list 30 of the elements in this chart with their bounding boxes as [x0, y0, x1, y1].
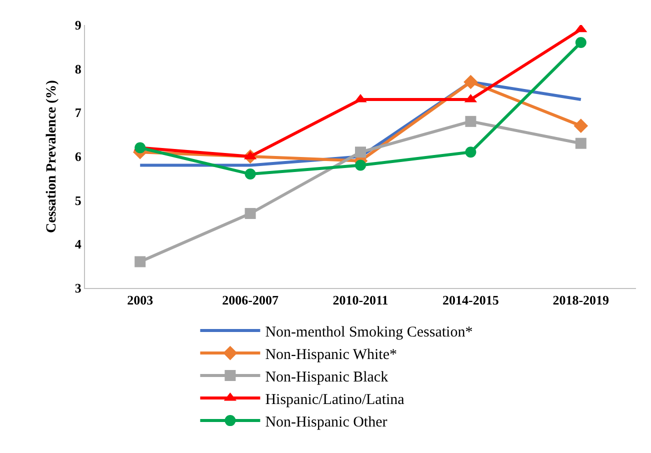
point — [244, 168, 256, 180]
y-tick-label: 6 — [74, 149, 82, 164]
y-tick-label: 7 — [74, 105, 82, 120]
x-tick-label: 2014-2015 — [442, 292, 500, 308]
legend-label: Non-Hispanic Other — [265, 414, 388, 430]
point — [465, 116, 476, 127]
y-tick-label: 4 — [74, 236, 82, 252]
x-tick-label: 2003 — [127, 292, 154, 308]
x-tick-label: 2018-2019 — [552, 292, 610, 308]
legend-label: Hispanic/Latino/Latina — [265, 392, 405, 408]
point — [575, 138, 586, 149]
y-tick-label: 3 — [74, 280, 82, 296]
x-tick-label: 2006-2007 — [222, 292, 279, 308]
point — [355, 160, 366, 171]
y-axis-title: Cessation Prevalence (%) — [44, 80, 60, 233]
point — [355, 146, 366, 158]
point — [465, 146, 476, 158]
point — [574, 118, 588, 133]
point — [244, 208, 256, 219]
point — [575, 37, 586, 48]
point — [464, 74, 478, 90]
legend-label: Non-Hispanic White* — [265, 346, 397, 363]
y-tick-label: 8 — [74, 61, 82, 76]
y-tick-label: 9 — [74, 18, 82, 33]
point — [134, 142, 146, 154]
point — [134, 256, 146, 268]
y-tick-label: 5 — [74, 192, 82, 208]
x-tick-label: 2010-2011 — [332, 292, 388, 308]
legend-label: Non-Hispanic Black — [265, 369, 389, 386]
legend-label: Non-menthol Smoking Cessation* — [265, 324, 473, 340]
